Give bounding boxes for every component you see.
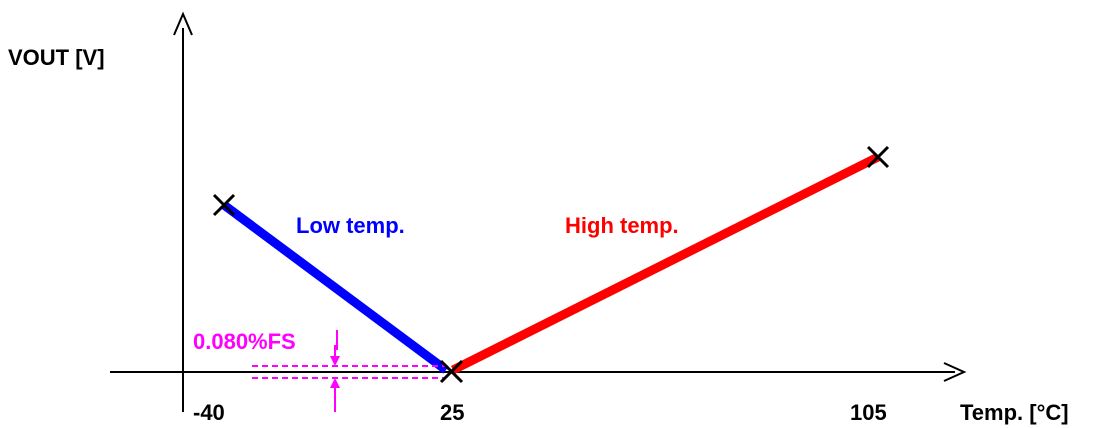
tick-label-minus40: -40 [193, 400, 225, 425]
y-axis-label: VOUT [V] [8, 45, 105, 70]
x-mark-icon [212, 193, 236, 217]
low-temp-label: Low temp. [296, 213, 405, 238]
offset-arrow-top-head [330, 356, 340, 366]
x-axis-arrowhead [943, 362, 967, 382]
offset-arrow-bottom-head [330, 378, 340, 388]
tick-label-25: 25 [440, 400, 464, 425]
x-mark-icon [866, 145, 890, 169]
tick-label-105: 105 [850, 400, 887, 425]
offset-label: 0.080%FS [193, 329, 296, 354]
y-axis-arrowhead [173, 11, 193, 36]
x-mark-icon [439, 359, 464, 384]
high-temp-segment [450, 152, 881, 375]
low-temp-segment [221, 201, 449, 374]
high-temp-label: High temp. [565, 213, 679, 238]
x-axis-label: Temp. [°C] [960, 400, 1069, 425]
offset-annotation: 0.080%FS [193, 329, 446, 412]
